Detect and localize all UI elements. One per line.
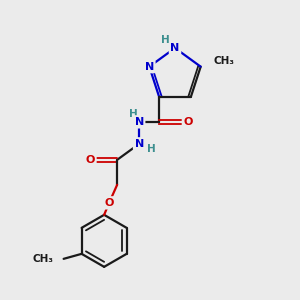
- Text: H: H: [147, 144, 155, 154]
- Text: CH₃: CH₃: [33, 254, 54, 264]
- Text: N: N: [134, 139, 144, 149]
- Text: H: H: [129, 109, 137, 119]
- Text: N: N: [134, 117, 144, 127]
- Text: O: O: [85, 155, 95, 165]
- Text: O: O: [183, 117, 193, 127]
- Text: H: H: [160, 35, 169, 45]
- Text: O: O: [104, 198, 114, 208]
- Text: N: N: [145, 62, 154, 72]
- Text: CH₃: CH₃: [214, 56, 235, 66]
- Text: N: N: [170, 43, 180, 53]
